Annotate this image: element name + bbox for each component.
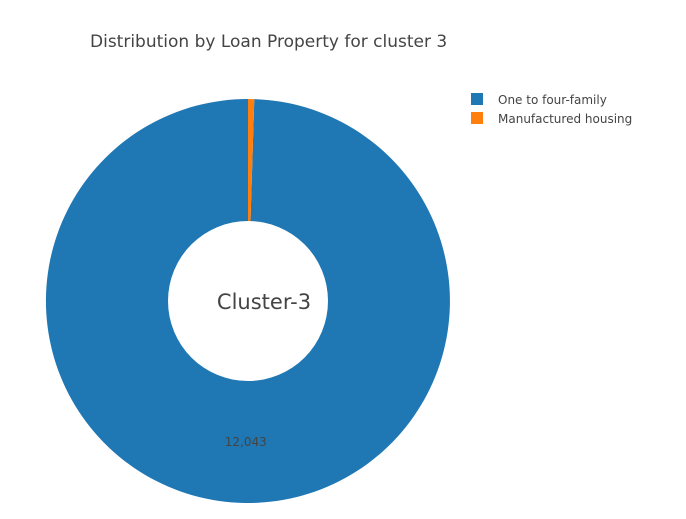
legend-swatch-manufactured-housing (471, 112, 483, 124)
legend-swatch-one-to-four-family (471, 93, 483, 105)
center-label: Cluster-3 (217, 290, 311, 314)
legend-item-one-to-four-family[interactable]: One to four-family (471, 93, 607, 107)
chart-title: Distribution by Loan Property for cluste… (90, 32, 447, 52)
legend[interactable]: One to four-family Manufactured housing (471, 93, 632, 126)
slice-value-label: 12,043 (225, 435, 267, 449)
legend-item-manufactured-housing[interactable]: Manufactured housing (471, 112, 632, 126)
legend-label-one-to-four-family: One to four-family (498, 93, 607, 107)
slice-labels: 12,043 (225, 435, 267, 449)
legend-label-manufactured-housing: Manufactured housing (498, 112, 632, 126)
donut-hole (168, 221, 328, 381)
